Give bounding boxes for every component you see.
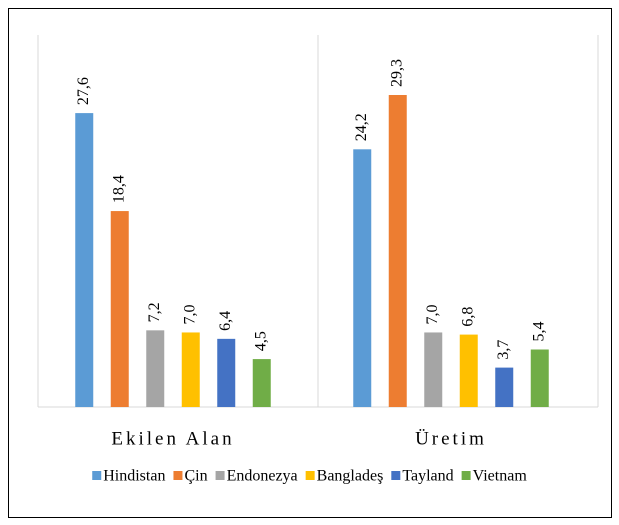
bar bbox=[75, 113, 94, 407]
bar bbox=[353, 149, 372, 407]
legend-label: Endonezya bbox=[227, 468, 298, 485]
legend-swatch bbox=[92, 471, 102, 480]
legend-label: Bangladeş bbox=[317, 468, 384, 485]
bar bbox=[495, 367, 514, 407]
legend-swatch bbox=[215, 471, 225, 480]
chart-frame bbox=[8, 8, 612, 518]
x-tick-label: Ekilen Alan bbox=[111, 428, 234, 449]
legend-label: Hindistan bbox=[103, 468, 165, 485]
data-label: 5,4 bbox=[530, 321, 547, 341]
bar bbox=[424, 332, 443, 407]
legend-swatch bbox=[461, 471, 471, 480]
data-label: 7,0 bbox=[181, 304, 198, 324]
data-label: 6,4 bbox=[217, 311, 234, 331]
bar bbox=[181, 332, 200, 407]
data-label: 18,4 bbox=[110, 175, 127, 203]
bar bbox=[252, 359, 271, 407]
legend-label: Vietnam bbox=[473, 468, 528, 485]
legend-swatch bbox=[173, 471, 183, 480]
data-label: 27,6 bbox=[75, 77, 92, 105]
data-label: 7,2 bbox=[146, 302, 163, 322]
legend-swatch bbox=[305, 471, 315, 480]
bar bbox=[459, 334, 478, 407]
legend-swatch bbox=[391, 471, 401, 480]
bar bbox=[530, 349, 549, 407]
legend-label: Çin bbox=[184, 468, 207, 485]
bar bbox=[110, 211, 129, 407]
data-label: 29,3 bbox=[388, 59, 405, 87]
data-label: 6,8 bbox=[459, 307, 476, 327]
x-tick-label: Üretim bbox=[415, 428, 487, 449]
bar bbox=[146, 330, 165, 407]
data-label: 3,7 bbox=[495, 340, 512, 360]
data-label: 4,5 bbox=[252, 331, 269, 351]
data-label: 24,2 bbox=[353, 113, 370, 141]
data-label: 7,0 bbox=[424, 304, 441, 324]
legend-label: Tayland bbox=[402, 468, 453, 485]
bar bbox=[388, 95, 407, 407]
bar bbox=[217, 338, 236, 407]
